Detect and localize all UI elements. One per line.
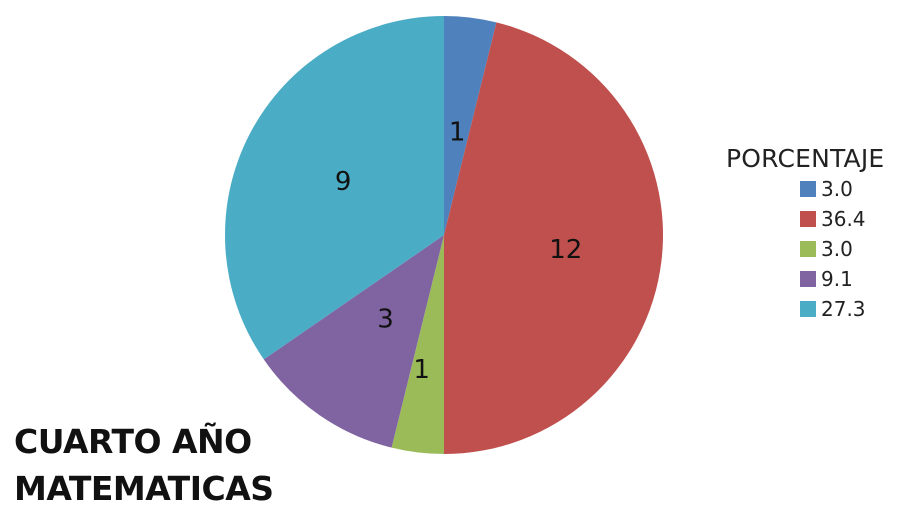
legend-items: 3.0 36.4 3.0 9.1 27.3 [728, 174, 884, 324]
legend-title: PORCENTAJE [726, 144, 885, 173]
pie-slice-5 [225, 15, 444, 360]
data-label-4: 3 [377, 305, 394, 335]
data-label-5: 9 [335, 167, 352, 197]
data-label-2: 12 [549, 235, 582, 265]
legend-swatch-5 [800, 301, 816, 317]
pie-slice-1 [444, 16, 497, 235]
data-label-3: 1 [413, 355, 430, 385]
caption-line-1: CUARTO AÑO [14, 422, 252, 461]
pie-slices [225, 15, 663, 455]
legend-label-5: 27.3 [821, 297, 866, 321]
legend-item-4: 9.1 [800, 264, 884, 294]
pie-slice-3 [391, 235, 444, 454]
legend-label-4: 9.1 [821, 267, 853, 291]
pie-slice-4 [263, 235, 444, 448]
legend-swatch-4 [800, 271, 816, 287]
legend-label-2: 36.4 [821, 207, 866, 231]
legend-label-1: 3.0 [821, 177, 853, 201]
legend-swatch-3 [800, 241, 816, 257]
legend-item-3: 3.0 [800, 234, 884, 264]
legend-swatch-2 [800, 211, 816, 227]
caption-line-2: MATEMATICAS [14, 469, 274, 508]
legend-item-2: 36.4 [800, 204, 884, 234]
legend-item-5: 27.3 [800, 294, 884, 324]
legend: PORCENTAJE 3.0 36.4 3.0 9.1 27.3 [726, 144, 885, 324]
legend-item-1: 3.0 [800, 174, 884, 204]
legend-swatch-1 [800, 181, 816, 197]
data-label-1: 1 [449, 117, 466, 147]
pie-slice-2 [444, 22, 663, 455]
chart-caption: CUARTO AÑO MATEMATICAS [14, 418, 274, 512]
legend-label-3: 3.0 [821, 237, 853, 261]
